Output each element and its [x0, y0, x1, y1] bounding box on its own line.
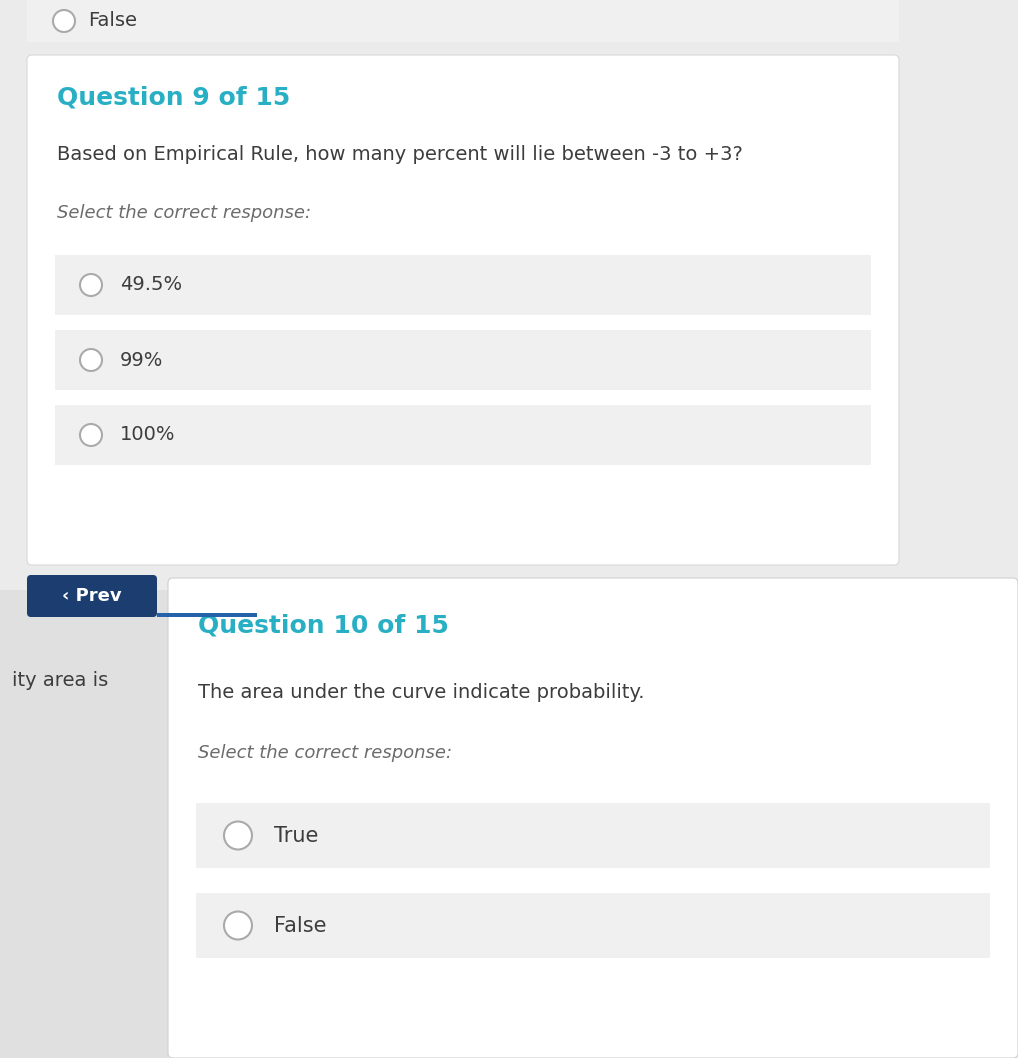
Bar	[27, 0, 899, 42]
Bar	[55, 405, 871, 466]
FancyBboxPatch shape	[27, 55, 899, 565]
Circle shape	[80, 349, 102, 371]
Bar	[55, 255, 871, 315]
Text: Select the correct response:: Select the correct response:	[57, 204, 312, 222]
Text: ‹ Prev: ‹ Prev	[62, 587, 122, 605]
Circle shape	[80, 424, 102, 446]
Text: The area under the curve indicate probability.: The area under the curve indicate probab…	[197, 683, 644, 703]
FancyBboxPatch shape	[168, 578, 1018, 1058]
FancyBboxPatch shape	[27, 574, 157, 617]
Text: Select the correct response:: Select the correct response:	[197, 744, 452, 762]
Circle shape	[224, 912, 252, 940]
Bar	[0, 590, 168, 1058]
Text: 99%: 99%	[120, 350, 163, 369]
Text: ity area is: ity area is	[12, 671, 108, 690]
Bar	[55, 330, 871, 390]
Bar	[196, 893, 989, 957]
Text: False: False	[274, 915, 327, 935]
Text: Question 9 of 15: Question 9 of 15	[57, 85, 290, 109]
Text: True: True	[274, 825, 319, 845]
Circle shape	[80, 274, 102, 296]
Text: Question 10 of 15: Question 10 of 15	[197, 614, 449, 638]
Text: 100%: 100%	[120, 425, 175, 444]
Bar	[157, 613, 257, 617]
Circle shape	[53, 10, 75, 32]
Text: False: False	[88, 12, 137, 31]
Text: Based on Empirical Rule, how many percent will lie between -3 to +3?: Based on Empirical Rule, how many percen…	[57, 146, 743, 164]
Circle shape	[224, 821, 252, 850]
Text: 49.5%: 49.5%	[120, 275, 182, 294]
Bar	[196, 803, 989, 868]
